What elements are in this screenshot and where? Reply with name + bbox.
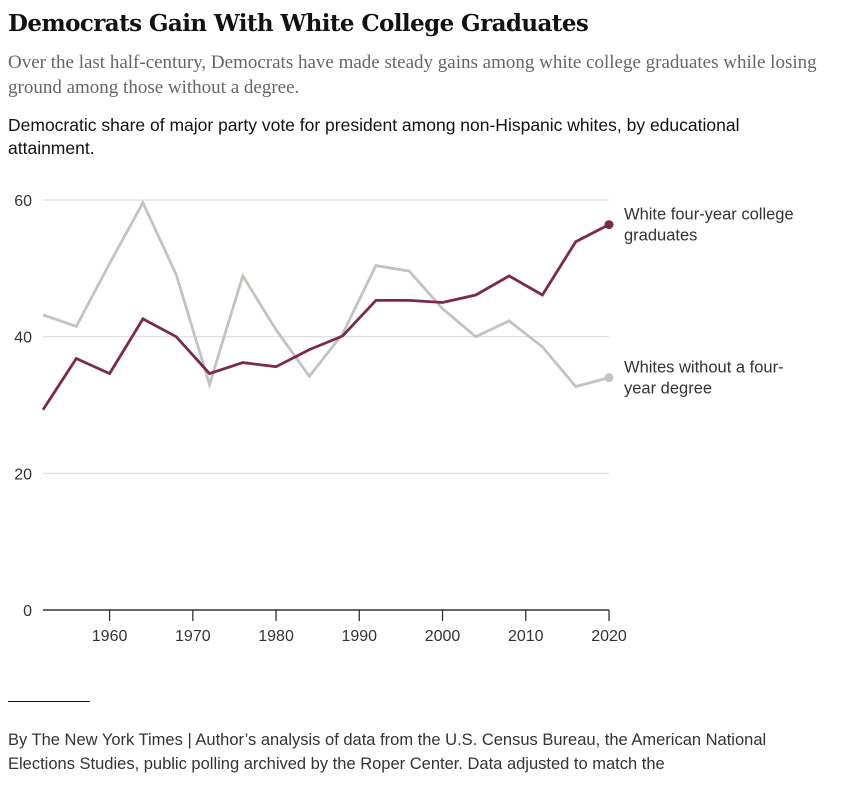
x-tick-label: 2020: [591, 628, 627, 645]
chart-description: Democratic share of major party vote for…: [8, 115, 740, 158]
series-label: graduates: [624, 227, 697, 245]
x-tick-label: 1990: [341, 628, 377, 645]
y-tick-label: 20: [14, 466, 32, 483]
y-tick-label: 60: [14, 193, 32, 210]
gridlines: [43, 199, 609, 474]
x-tick-label: 1980: [258, 628, 294, 645]
series-label: White four-year college: [624, 206, 794, 224]
series-lines: [41, 199, 614, 411]
chart-subtitle: Over the last half-century, Democrats ha…: [8, 52, 817, 98]
chart-title: Democrats Gain With White College Gradua…: [8, 10, 589, 37]
series-end-point: [604, 373, 614, 383]
source-divider: [8, 701, 90, 702]
direct-labels: White four-year college graduates Whites w…: [624, 206, 794, 398]
x-tick-label: 1970: [175, 628, 211, 645]
y-tick-label: 0: [23, 603, 32, 620]
series-line-non-college: [42, 199, 610, 390]
series-label: year degree: [624, 380, 712, 398]
x-tick-label: 2000: [425, 628, 461, 645]
x-axis: 1960 1970 1980 1990 2000 2010 2020: [43, 609, 627, 645]
source-note: By The New York Times | Author’s analysi…: [8, 731, 767, 773]
x-tick-label: 1960: [92, 628, 128, 645]
series-end-point: [604, 220, 614, 230]
y-tick-label: 40: [14, 330, 32, 347]
x-tick-label: 2010: [508, 628, 544, 645]
line-chart: 0 20 40 60 1960 1970 1980 1990 2000 2010 2020 Whi…: [14, 193, 794, 645]
y-axis: 0 20 40 60: [14, 193, 32, 620]
series-line-college-graduates: [41, 223, 610, 411]
series-label: Whites without a four-: [624, 359, 784, 377]
